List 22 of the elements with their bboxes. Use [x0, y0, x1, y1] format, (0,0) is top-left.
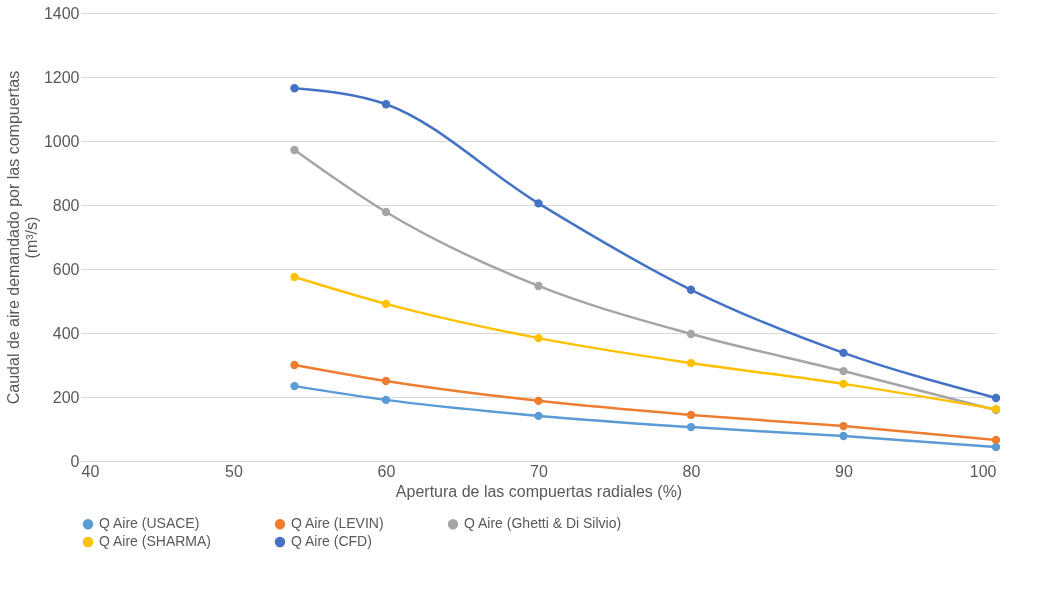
y-tick-label: 800	[52, 196, 80, 214]
x-tick-label: 80	[682, 462, 701, 480]
legend-label: Q Aire (CFD)	[291, 533, 372, 549]
x-tick-label: 50	[225, 462, 243, 480]
x-tick-label: 90	[835, 462, 853, 480]
legend-label: Q Aire (SHARMA)	[99, 533, 212, 549]
y-tick-label: 1000	[43, 132, 80, 150]
y-tick-label: 600	[52, 260, 80, 278]
legend-label: Q Aire (USACE)	[99, 515, 200, 532]
x-tick-label: 60	[377, 462, 396, 480]
x-axis-title: Apertura de las compuertas radiales (%)	[395, 482, 683, 500]
y-tick-label: 400	[52, 324, 80, 342]
x-tick-label: 70	[530, 462, 548, 480]
y-tick-label: 1400	[43, 4, 80, 22]
legend-label: Q Aire (Ghetti & Di Silvio)	[464, 515, 622, 532]
y-tick-label: 0	[70, 452, 80, 470]
x-tick-label: 40	[81, 462, 100, 480]
y-axis-title: Caudal de aire demandado por las compuertas (m³/s)	[4, 70, 40, 405]
x-tick-label: 100	[969, 462, 997, 480]
y-tick-label: 200	[52, 388, 80, 406]
legend-label: Q Aire (LEVIN)	[291, 515, 384, 532]
y-tick-label: 1200	[43, 68, 80, 86]
